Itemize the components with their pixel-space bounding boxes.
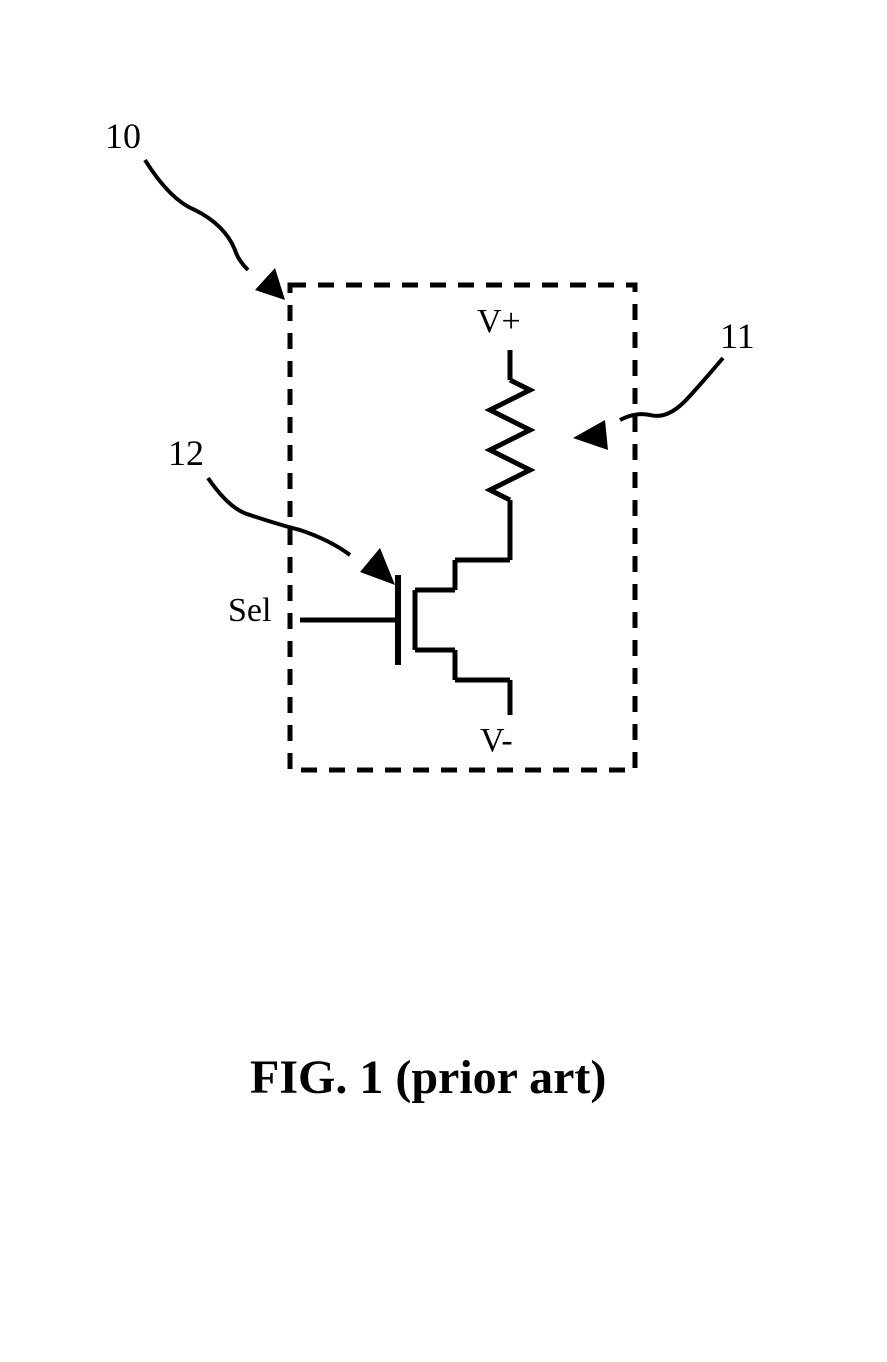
ref-label-10: 10 (105, 115, 141, 157)
vplus-label: V+ (477, 303, 521, 341)
vminus-label: V- (480, 722, 513, 760)
ref-label-11: 11 (720, 315, 755, 357)
circuit-diagram (0, 0, 887, 1362)
callout-10-squiggle (145, 160, 248, 270)
sel-label: Sel (228, 592, 271, 630)
mosfet (398, 575, 455, 665)
resistor (490, 380, 530, 500)
cell-boundary-box (290, 285, 635, 770)
wires (300, 350, 530, 715)
callout-12-arrowhead (360, 548, 395, 585)
ref-label-12: 12 (168, 432, 204, 474)
callout-11-arrowhead (573, 420, 608, 450)
callout-12-squiggle (208, 478, 350, 555)
callout-10-arrowhead (255, 268, 285, 300)
figure-caption: FIG. 1 (prior art) (250, 1050, 606, 1105)
